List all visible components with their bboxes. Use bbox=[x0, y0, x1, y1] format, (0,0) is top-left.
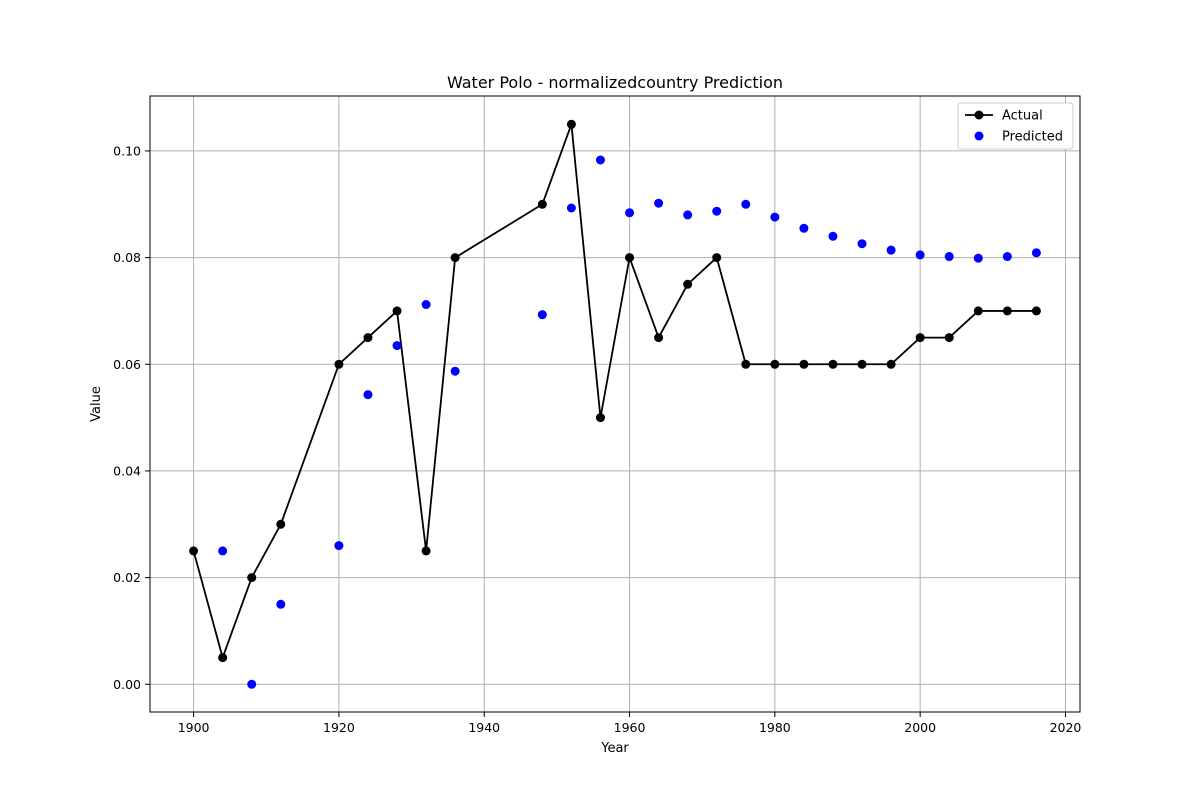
predicted-point bbox=[247, 679, 257, 689]
y-tick-label: 0.04 bbox=[113, 463, 141, 478]
predicted-point bbox=[566, 203, 576, 213]
actual-point bbox=[973, 306, 983, 316]
actual-point bbox=[654, 333, 664, 343]
predicted-point bbox=[334, 541, 344, 551]
actual-point bbox=[625, 253, 635, 263]
plot-frame bbox=[149, 95, 1081, 713]
actual-point bbox=[683, 279, 693, 289]
x-tick-label: 1940 bbox=[468, 720, 500, 735]
predicted-point bbox=[712, 206, 722, 216]
actual-point bbox=[450, 253, 460, 263]
x-tick-label: 2020 bbox=[1050, 720, 1082, 735]
legend-predicted-marker bbox=[974, 131, 984, 141]
predicted-point bbox=[915, 250, 925, 260]
actual-point bbox=[334, 359, 344, 369]
y-tick-label: 0.08 bbox=[113, 250, 141, 265]
predicted-point bbox=[1031, 248, 1041, 258]
predicted-point bbox=[392, 341, 402, 351]
predicted-point bbox=[770, 212, 780, 222]
predicted-point bbox=[886, 245, 896, 255]
predicted-point bbox=[654, 198, 664, 208]
predicted-point bbox=[595, 155, 605, 165]
actual-point bbox=[566, 119, 576, 129]
actual-point bbox=[741, 359, 751, 369]
actual-point bbox=[828, 359, 838, 369]
predicted-point bbox=[450, 366, 460, 376]
x-tick-label: 1920 bbox=[323, 720, 355, 735]
actual-point bbox=[218, 653, 228, 663]
x-tick-label: 1900 bbox=[178, 720, 210, 735]
actual-point bbox=[915, 333, 925, 343]
series-actual bbox=[189, 119, 1041, 663]
predicted-point bbox=[741, 199, 751, 209]
predicted-point bbox=[857, 239, 867, 249]
actual-point bbox=[944, 333, 954, 343]
actual-point bbox=[363, 333, 373, 343]
y-tick-label: 0.00 bbox=[113, 677, 141, 692]
actual-point bbox=[1031, 306, 1041, 316]
y-tick-label: 0.06 bbox=[113, 357, 141, 372]
actual-point bbox=[886, 359, 896, 369]
actual-point bbox=[537, 199, 547, 209]
predicted-point bbox=[973, 253, 983, 263]
legend: Actual Predicted bbox=[957, 102, 1074, 150]
actual-point bbox=[712, 253, 722, 263]
actual-point bbox=[189, 546, 199, 556]
actual-point bbox=[595, 413, 605, 423]
predicted-point bbox=[1002, 252, 1012, 262]
actual-point bbox=[857, 359, 867, 369]
x-axis-label: Year bbox=[600, 741, 629, 756]
chart-title: Water Polo - normalizedcountry Predictio… bbox=[447, 73, 783, 92]
grid bbox=[150, 96, 1080, 712]
predicted-point bbox=[421, 300, 431, 310]
predicted-point bbox=[683, 210, 693, 220]
actual-point bbox=[276, 519, 286, 529]
series-layer bbox=[189, 119, 1041, 689]
predicted-point bbox=[944, 252, 954, 262]
ticks: 1900 1920 1940 1960 1980 2000 2020 0.00 0.02 0.04… bbox=[113, 143, 1081, 735]
legend-actual-label: Actual bbox=[1002, 109, 1043, 124]
legend-actual-marker bbox=[974, 110, 984, 120]
series-predicted bbox=[218, 155, 1041, 689]
predicted-point bbox=[828, 231, 838, 241]
x-tick-label: 2000 bbox=[904, 720, 936, 735]
actual-point bbox=[247, 573, 257, 583]
x-tick-label: 1960 bbox=[614, 720, 646, 735]
predicted-point bbox=[537, 310, 547, 320]
legend-predicted-label: Predicted bbox=[1002, 130, 1063, 145]
x-tick-label: 1980 bbox=[759, 720, 791, 735]
y-tick-label: 0.02 bbox=[113, 570, 141, 585]
actual-point bbox=[799, 359, 809, 369]
actual-point bbox=[1002, 306, 1012, 316]
predicted-point bbox=[363, 390, 373, 400]
actual-point bbox=[392, 306, 402, 316]
predicted-point bbox=[625, 208, 635, 218]
actual-point bbox=[421, 546, 431, 556]
y-axis-label: Value bbox=[89, 386, 104, 422]
predicted-point bbox=[799, 223, 809, 233]
y-tick-label: 0.10 bbox=[113, 143, 141, 158]
actual-point bbox=[770, 359, 780, 369]
predicted-point bbox=[276, 599, 286, 609]
predicted-point bbox=[218, 546, 228, 556]
